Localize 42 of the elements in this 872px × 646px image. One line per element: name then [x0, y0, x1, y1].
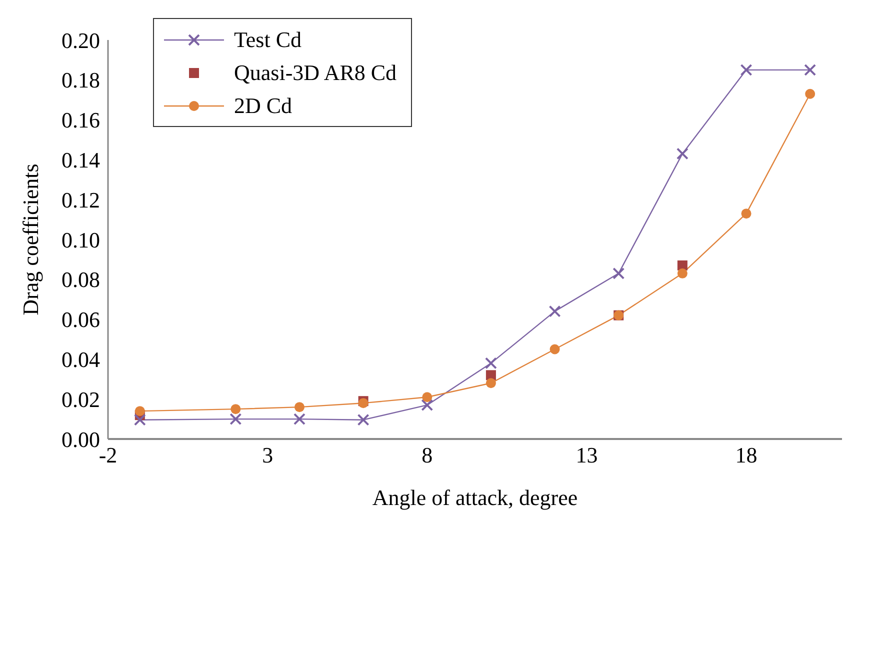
y-tick-label: 0.08	[62, 267, 100, 292]
point	[293, 413, 306, 426]
point	[422, 392, 432, 402]
x-axis-title: Angle of attack, degree	[372, 485, 578, 510]
legend-label: 2D Cd	[234, 92, 292, 118]
y-tick-label: 0.12	[62, 187, 100, 212]
y-tick-label: 0.18	[62, 68, 100, 93]
point	[486, 370, 496, 380]
point	[804, 64, 816, 76]
x-tick-label: -2	[98, 442, 118, 468]
x-tick-label: 3	[262, 442, 274, 468]
point	[357, 414, 370, 426]
point	[134, 414, 146, 426]
point	[677, 268, 688, 278]
y-tick-label: 0.20	[62, 28, 100, 53]
y-tick-label: 0.02	[62, 386, 100, 412]
point	[421, 399, 434, 412]
point	[741, 208, 752, 219]
point	[550, 344, 560, 354]
point	[548, 305, 561, 318]
x-tick-label: 13	[576, 442, 598, 468]
point	[134, 406, 145, 416]
legend-label: Quasi-3D AR8 Cd	[234, 60, 397, 86]
y-tick-label: 0.10	[62, 227, 100, 252]
point	[486, 378, 496, 388]
legend-label: Test Cd	[234, 26, 302, 52]
y-tick-label: 0.04	[62, 347, 100, 372]
y-tick-label: 0.06	[62, 307, 100, 332]
point	[294, 402, 304, 412]
point	[740, 64, 752, 76]
y-tick-label: 0.14	[62, 148, 100, 173]
y-tick-label: 0.16	[62, 108, 100, 133]
point	[230, 404, 241, 414]
point	[805, 88, 816, 99]
y-tick-label: 0.00	[62, 426, 100, 452]
point	[484, 357, 497, 370]
x-tick-label: 18	[735, 442, 758, 468]
point	[612, 267, 625, 280]
point	[676, 148, 688, 160]
point	[230, 413, 242, 426]
y-axis-title: Drag coefficients	[18, 164, 43, 316]
x-tick-label: 8	[422, 442, 433, 468]
